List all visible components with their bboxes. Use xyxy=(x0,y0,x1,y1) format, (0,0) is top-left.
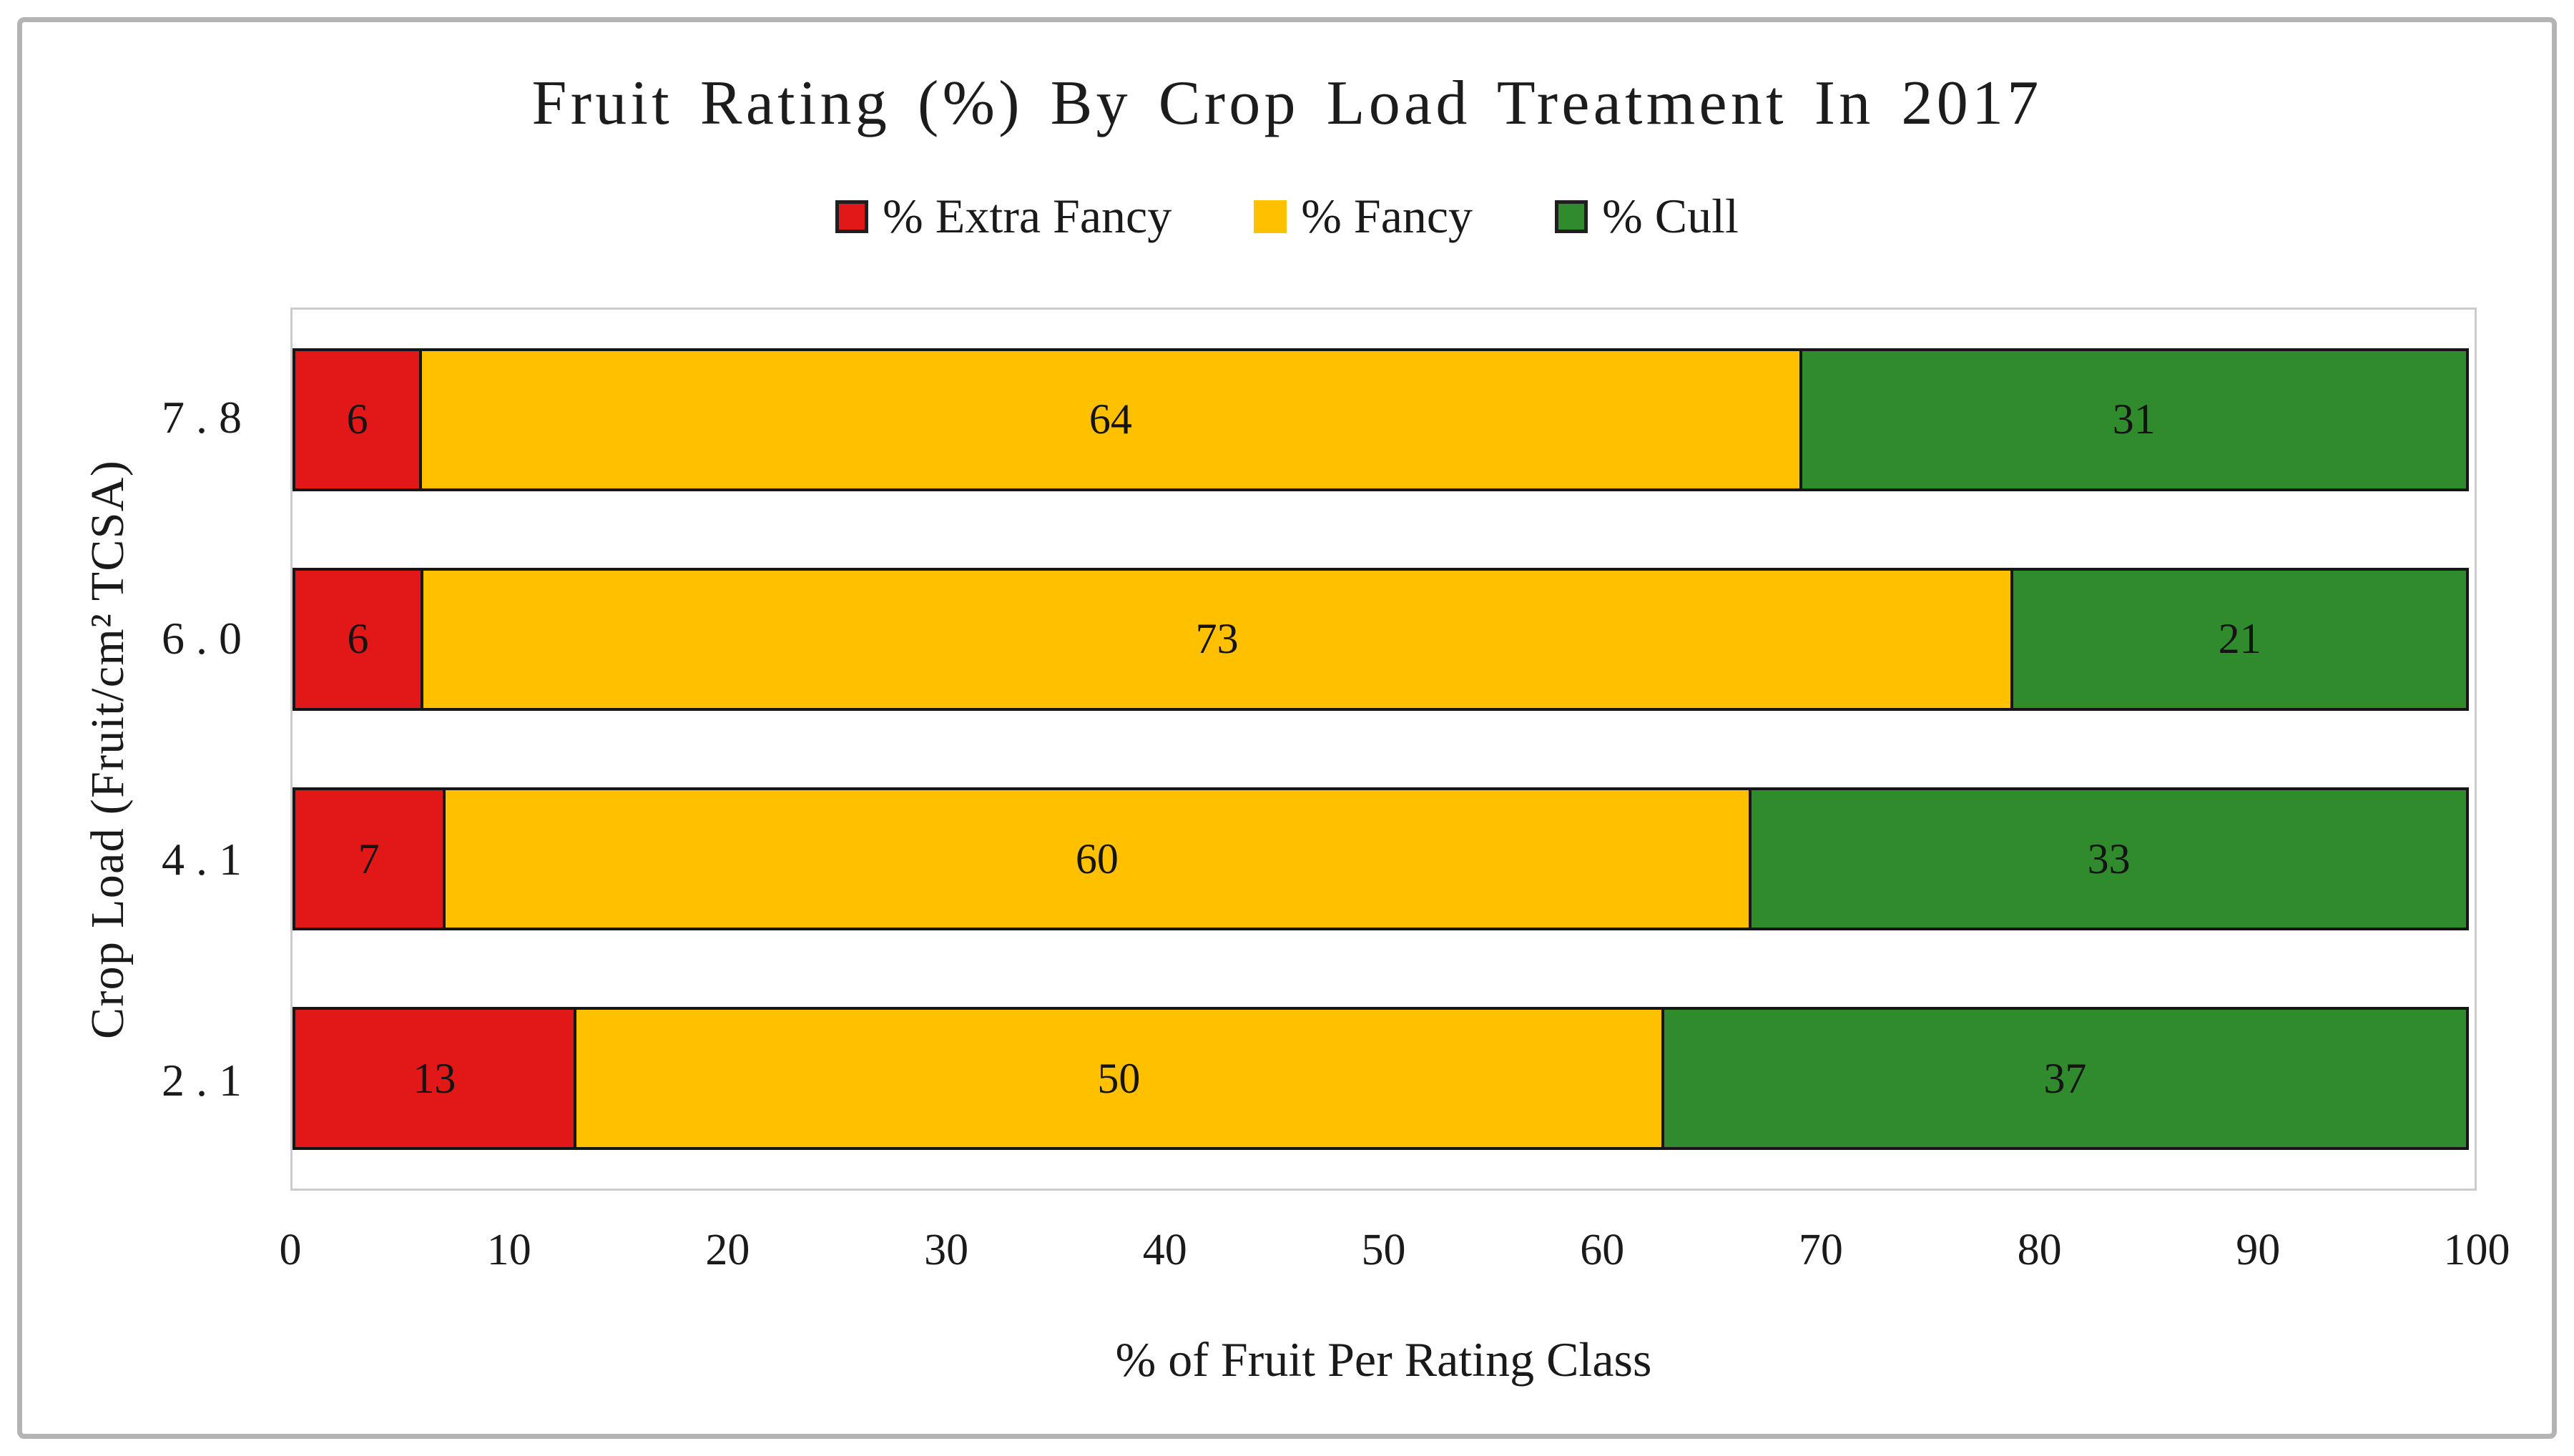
x-tick-40: 40 xyxy=(1142,1226,1187,1274)
bar-segment-value: 7 xyxy=(358,835,380,882)
chart-grid: Crop Load (Fruit/cm² TCSA) 7.8 6.0 4.1 2.1 … xyxy=(22,308,2552,1392)
bar-segment-fancy-7.8: 64 xyxy=(419,348,1802,491)
bar-segment-cull-7.8: 31 xyxy=(1799,348,2469,491)
plot-area: 6 64 31 6 73 21 7 60 33 13 50 37 xyxy=(290,308,2477,1191)
legend-label: % Cull xyxy=(1602,189,1739,243)
legend-swatch-fancy-icon xyxy=(1254,200,1287,233)
stacked-bar-2.1: 13 50 37 xyxy=(293,1007,2475,1151)
bar-segment-extra-fancy-6.0: 6 xyxy=(293,567,424,711)
bar-segment-value: 13 xyxy=(413,1054,456,1102)
category-band-6.0: 6 73 21 xyxy=(293,529,2475,749)
legend-item-fancy: % Fancy xyxy=(1254,188,1473,245)
category-band-4.1: 7 60 33 xyxy=(293,749,2475,969)
x-tick-0: 0 xyxy=(279,1226,302,1274)
x-tick-100: 100 xyxy=(2443,1226,2510,1274)
bar-segment-value: 6 xyxy=(347,615,369,663)
stacked-bar-7.8: 6 64 31 xyxy=(293,348,2475,491)
y-axis-title: Crop Load (Fruit/cm² TCSA) xyxy=(82,459,134,1039)
x-tick-90: 90 xyxy=(2236,1226,2281,1274)
bar-segment-cull-2.1: 37 xyxy=(1661,1007,2469,1151)
y-tick-6.0: 6.0 xyxy=(162,613,253,664)
legend-item-extra-fancy: % Extra Fancy xyxy=(835,188,1171,245)
bar-segment-fancy-6.0: 73 xyxy=(421,567,2014,711)
legend-swatch-cull-icon xyxy=(1555,200,1588,233)
chart-legend: % Extra Fancy % Fancy % Cull xyxy=(22,182,2552,250)
x-tick-80: 80 xyxy=(2017,1226,2062,1274)
category-band-2.1: 13 50 37 xyxy=(293,969,2475,1189)
legend-item-cull: % Cull xyxy=(1555,188,1739,245)
x-tick-30: 30 xyxy=(924,1226,969,1274)
bar-segment-fancy-2.1: 50 xyxy=(573,1007,1665,1151)
bar-segment-extra-fancy-4.1: 7 xyxy=(293,787,446,931)
y-tick-7.8: 7.8 xyxy=(162,392,253,443)
y-axis-label-column: Crop Load (Fruit/cm² TCSA) xyxy=(65,308,151,1191)
legend-label: % Extra Fancy xyxy=(883,189,1172,243)
bar-segment-value: 60 xyxy=(1075,835,1119,882)
legend-label: % Fancy xyxy=(1301,189,1473,243)
stacked-bar-6.0: 6 73 21 xyxy=(293,567,2475,711)
x-tick-50: 50 xyxy=(1361,1226,1406,1274)
bar-segment-extra-fancy-2.1: 13 xyxy=(293,1007,576,1151)
x-tick-10: 10 xyxy=(486,1226,531,1274)
bar-segment-extra-fancy-7.8: 6 xyxy=(293,348,423,491)
bar-segment-value: 73 xyxy=(1195,615,1239,663)
chart-title: Fruit Rating (%) By Crop Load Treatment … xyxy=(531,69,2043,138)
legend-swatch-extra-fancy-icon xyxy=(835,200,869,233)
bar-segment-cull-6.0: 21 xyxy=(2010,567,2469,711)
x-tick-60: 60 xyxy=(1580,1226,1625,1274)
bar-segment-value: 33 xyxy=(2087,835,2131,882)
bar-segment-value: 21 xyxy=(2218,615,2261,663)
x-axis-ticks: 0 10 20 30 40 50 60 70 80 90 100 xyxy=(280,1225,2510,1279)
bar-segment-fancy-4.1: 60 xyxy=(442,787,1752,931)
category-band-7.8: 6 64 31 xyxy=(293,310,2475,529)
bar-segment-value: 50 xyxy=(1097,1054,1141,1102)
x-tick-20: 20 xyxy=(705,1226,750,1274)
stacked-bar-4.1: 7 60 33 xyxy=(293,787,2475,931)
bar-segment-value: 31 xyxy=(2112,395,2156,443)
bar-segment-value: 64 xyxy=(1089,395,1132,443)
y-axis-ticks: 7.8 6.0 4.1 2.1 xyxy=(151,308,290,1191)
y-tick-2.1: 2.1 xyxy=(162,1054,253,1106)
y-tick-4.1: 4.1 xyxy=(162,833,253,885)
x-tick-70: 70 xyxy=(1798,1226,1843,1274)
bar-segment-cull-4.1: 33 xyxy=(1749,787,2469,931)
figure-frame: Fruit Rating (%) By Crop Load Treatment … xyxy=(17,17,2557,1439)
x-axis-title: % of Fruit Per Rating Class xyxy=(1115,1332,1652,1387)
bar-segment-value: 6 xyxy=(346,395,368,443)
bar-segment-value: 37 xyxy=(2043,1054,2087,1102)
